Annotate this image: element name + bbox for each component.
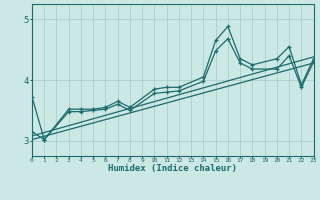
X-axis label: Humidex (Indice chaleur): Humidex (Indice chaleur) [108,164,237,173]
